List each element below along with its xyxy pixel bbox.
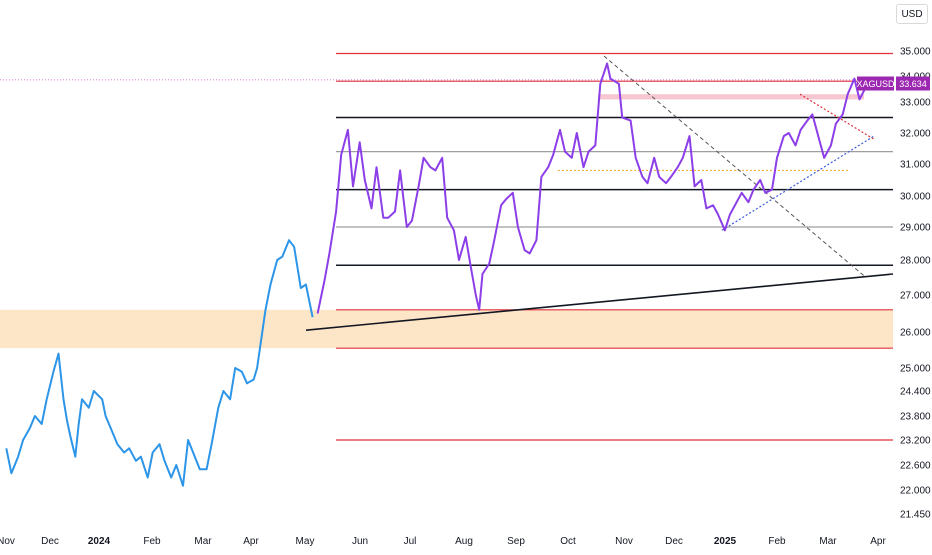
- x-tick-label: Nov: [615, 536, 633, 547]
- y-tick-label: 24.400: [900, 387, 931, 398]
- currency-selector[interactable]: USD: [896, 4, 928, 24]
- y-tick-label: 35.000: [900, 47, 931, 58]
- y-tick-label: 21.450: [900, 510, 931, 521]
- y-tick-label: 23.800: [900, 412, 931, 423]
- series-line-1[interactable]: [316, 62, 870, 314]
- x-tick-label: Jun: [352, 536, 368, 547]
- x-tick-label: Dec: [41, 536, 59, 547]
- price-tag-layer: XAGUSD 33.634: [856, 76, 930, 91]
- x-tick-label: Mar: [819, 536, 837, 547]
- y-tick-label: 27.000: [900, 291, 931, 302]
- x-tick-label: Dec: [665, 536, 683, 547]
- blue-dotted-trendline[interactable]: [721, 135, 875, 231]
- y-tick-label: 30.000: [900, 192, 931, 203]
- y-tick-label: 22.600: [900, 461, 931, 472]
- symbol-label: XAGUSD: [856, 79, 895, 89]
- x-tick-label: Nov: [0, 536, 15, 547]
- zone-0: [0, 309, 893, 349]
- x-tick-label: Jul: [404, 536, 417, 547]
- y-tick-label: 29.000: [900, 223, 931, 234]
- y-tick-label: 23.200: [900, 436, 931, 447]
- last-price-label: 33.634: [899, 79, 927, 89]
- x-tick-label: 2024: [88, 536, 111, 547]
- descending-dashed-trendline[interactable]: [603, 55, 867, 278]
- levels-layer: [0, 52, 893, 441]
- symbol-tag: [857, 76, 894, 91]
- y-tick-label: 31.000: [900, 160, 931, 171]
- y-tick-label: 33.000: [900, 98, 931, 109]
- y-tick-label: 32.000: [900, 129, 931, 140]
- x-tick-label: Sep: [507, 536, 525, 547]
- x-tick-label: Feb: [143, 536, 161, 547]
- x-tick-label: Aug: [455, 536, 473, 547]
- red-dotted-trendline[interactable]: [799, 93, 875, 140]
- x-tick-label: Mar: [194, 536, 212, 547]
- series-line-0[interactable]: [5, 239, 314, 487]
- zone-1: [598, 94, 864, 100]
- series-layer: [5, 62, 870, 487]
- y-tick-label: 28.000: [900, 256, 931, 267]
- y-tick-label: 25.000: [900, 364, 931, 375]
- x-axis: Nov Dec 2024 Feb Mar Apr May Jun Jul Aug Sep Oct Nov…: [0, 536, 886, 547]
- last-price-tag: [896, 76, 930, 91]
- y-tick-label: 26.000: [900, 328, 931, 339]
- x-tick-label: Apr: [243, 536, 259, 547]
- y-axis: 35.00034.00033.00032.00031.00030.00029.0…: [900, 47, 931, 521]
- x-tick-label: Oct: [560, 536, 576, 547]
- x-tick-label: 2025: [714, 536, 737, 547]
- y-tick-label: 22.000: [900, 486, 931, 497]
- x-tick-label: Apr: [870, 536, 886, 547]
- trendlines-layer: [305, 55, 894, 331]
- x-tick-label: Feb: [768, 536, 786, 547]
- x-tick-label: May: [296, 536, 315, 547]
- ascending-trendline[interactable]: [305, 273, 894, 331]
